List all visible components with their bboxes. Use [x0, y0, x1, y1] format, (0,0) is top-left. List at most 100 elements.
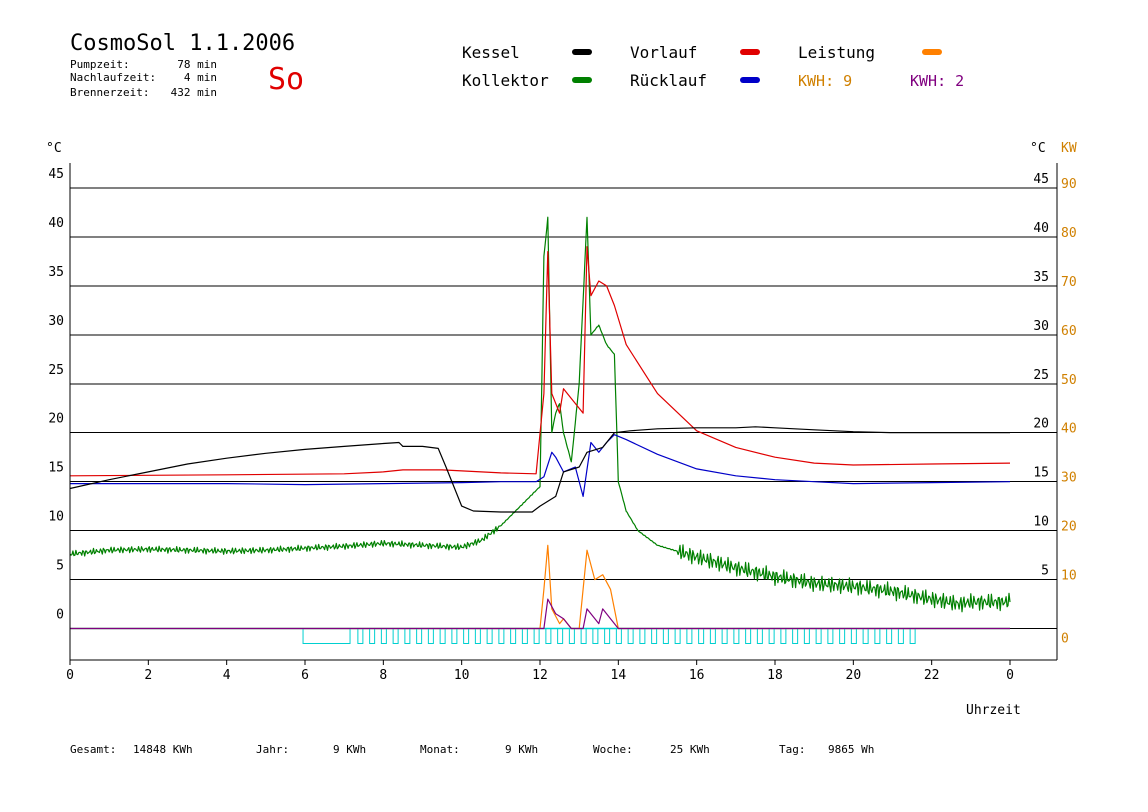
- x-tick-label: 18: [767, 668, 783, 683]
- legend-label-kessel: Kessel: [462, 43, 520, 62]
- legend-label-vorlauf: Vorlauf: [630, 43, 697, 62]
- stat-label-pumpzeit: Pumpzeit:: [70, 58, 130, 71]
- series-kwh-2: [70, 598, 1010, 630]
- pump-block: [510, 628, 517, 644]
- y-right-tick-label: 5: [1041, 564, 1049, 579]
- legend-kwh-2: KWH: 2: [910, 72, 964, 90]
- pump-block: [604, 628, 611, 644]
- tick-labels: 0 2 4 6 8 10 12 14 16 18 20 22 005101520253035404551…: [48, 167, 1076, 683]
- footer-woche-value: 25 KWh: [670, 743, 710, 756]
- pump-block: [745, 628, 752, 644]
- pump-block: [709, 628, 716, 644]
- series-kollektor: [69, 216, 1011, 613]
- y-tick-label: 45: [48, 167, 64, 182]
- x-tick-label: 20: [846, 668, 862, 683]
- pump-block: [698, 628, 705, 644]
- y-tick-label: 5: [56, 559, 64, 574]
- pump-block: [463, 628, 470, 644]
- pump-block: [780, 628, 787, 644]
- day-label: So: [268, 62, 304, 97]
- footer-gesamt-value: 14848 KWh: [133, 743, 193, 756]
- pump-block: [721, 628, 728, 644]
- pump-block: [474, 628, 481, 644]
- pump-block: [827, 628, 834, 644]
- stat-value-nachlaufzeit: 4 min: [184, 71, 217, 84]
- footer-tag-value: 9865 Wh: [828, 743, 874, 756]
- pump-block: [533, 628, 540, 644]
- pump-block: [639, 628, 646, 644]
- x-tick-label: 22: [924, 668, 940, 683]
- y-right-tick-label: 30: [1033, 319, 1049, 334]
- y-tick-label: 0: [56, 608, 64, 623]
- pump-block: [427, 628, 434, 644]
- pump-block: [404, 628, 411, 644]
- pump-block: [392, 628, 399, 644]
- y-kw-tick-label: 20: [1061, 520, 1077, 535]
- x-tick-label: 12: [532, 668, 548, 683]
- x-tick-label: 16: [689, 668, 705, 683]
- pump-block: [627, 628, 634, 644]
- y-tick-label: 30: [48, 314, 64, 329]
- y-right-tick-label: 35: [1033, 270, 1049, 285]
- stat-value-pumpzeit: 78 min: [177, 58, 217, 71]
- y-kw-tick-label: 60: [1061, 324, 1077, 339]
- pump-block: [803, 628, 810, 644]
- legend-swatch-kessel: [572, 49, 592, 55]
- pump-block: [568, 628, 575, 644]
- x-tick-label: 6: [301, 668, 309, 683]
- legend-label-ruecklauf: Rücklauf: [630, 71, 707, 90]
- pump-block: [862, 628, 869, 644]
- legend-kwh-leistung: KWH: 9: [798, 72, 852, 90]
- pump-block: [886, 628, 893, 644]
- x-tick-label: 2: [144, 668, 152, 683]
- footer-tag-label: Tag:: [779, 743, 806, 756]
- pump-block: [874, 628, 881, 644]
- stat-label-nachlaufzeit: Nachlaufzeit:: [70, 71, 156, 84]
- pump-block: [357, 628, 364, 644]
- legend-swatch-ruecklauf: [740, 77, 760, 83]
- footer: Gesamt: 14848 KWh Jahr: 9 KWh Monat: 9 K…: [70, 743, 874, 756]
- y-kw-tick-label: 0: [1061, 632, 1069, 647]
- y-right-tick-label: 25: [1033, 368, 1049, 383]
- pump-block: [545, 628, 552, 644]
- y-kw-tick-label: 90: [1061, 177, 1077, 192]
- pump-block: [521, 628, 528, 644]
- footer-gesamt-label: Gesamt:: [70, 743, 116, 756]
- pump-block: [302, 628, 351, 644]
- pump-block: [686, 628, 693, 644]
- y-right-tick-label: 45: [1033, 172, 1049, 187]
- x-tick-label: 0: [66, 668, 74, 683]
- pump-block: [369, 628, 376, 644]
- left-axis-unit: °C: [46, 141, 62, 156]
- chart-title: CosmoSol 1.1.2006: [70, 31, 295, 56]
- y-kw-tick-label: 30: [1061, 471, 1077, 486]
- y-right-tick-label: 20: [1033, 417, 1049, 432]
- grid: [70, 187, 1057, 629]
- y-kw-tick-label: 10: [1061, 569, 1077, 584]
- pump-block: [580, 628, 587, 644]
- x-tick-label: 10: [454, 668, 470, 683]
- pump-block: [557, 628, 564, 644]
- pump-block: [756, 628, 763, 644]
- footer-monat-value: 9 KWh: [505, 743, 538, 756]
- stat-value-brennerzeit: 432 min: [171, 86, 217, 99]
- pump-block: [380, 628, 387, 644]
- pump-block: [498, 628, 505, 644]
- y-kw-tick-label: 50: [1061, 373, 1077, 388]
- x-tick-label: 14: [611, 668, 627, 683]
- x-tick-label: 4: [223, 668, 231, 683]
- pump-block: [792, 628, 799, 644]
- pump-block: [451, 628, 458, 644]
- y-right-tick-label: 40: [1033, 221, 1049, 236]
- series-lines: [69, 216, 1011, 630]
- y-tick-label: 15: [48, 461, 64, 476]
- pump-block: [486, 628, 493, 644]
- x-tick-label: 8: [379, 668, 387, 683]
- pump-block: [662, 628, 669, 644]
- footer-jahr-label: Jahr:: [256, 743, 289, 756]
- pump-block: [651, 628, 658, 644]
- pump-block: [850, 628, 857, 644]
- y-tick-label: 10: [48, 510, 64, 525]
- pump-block: [416, 628, 423, 644]
- series-r-cklauf: [70, 434, 1011, 497]
